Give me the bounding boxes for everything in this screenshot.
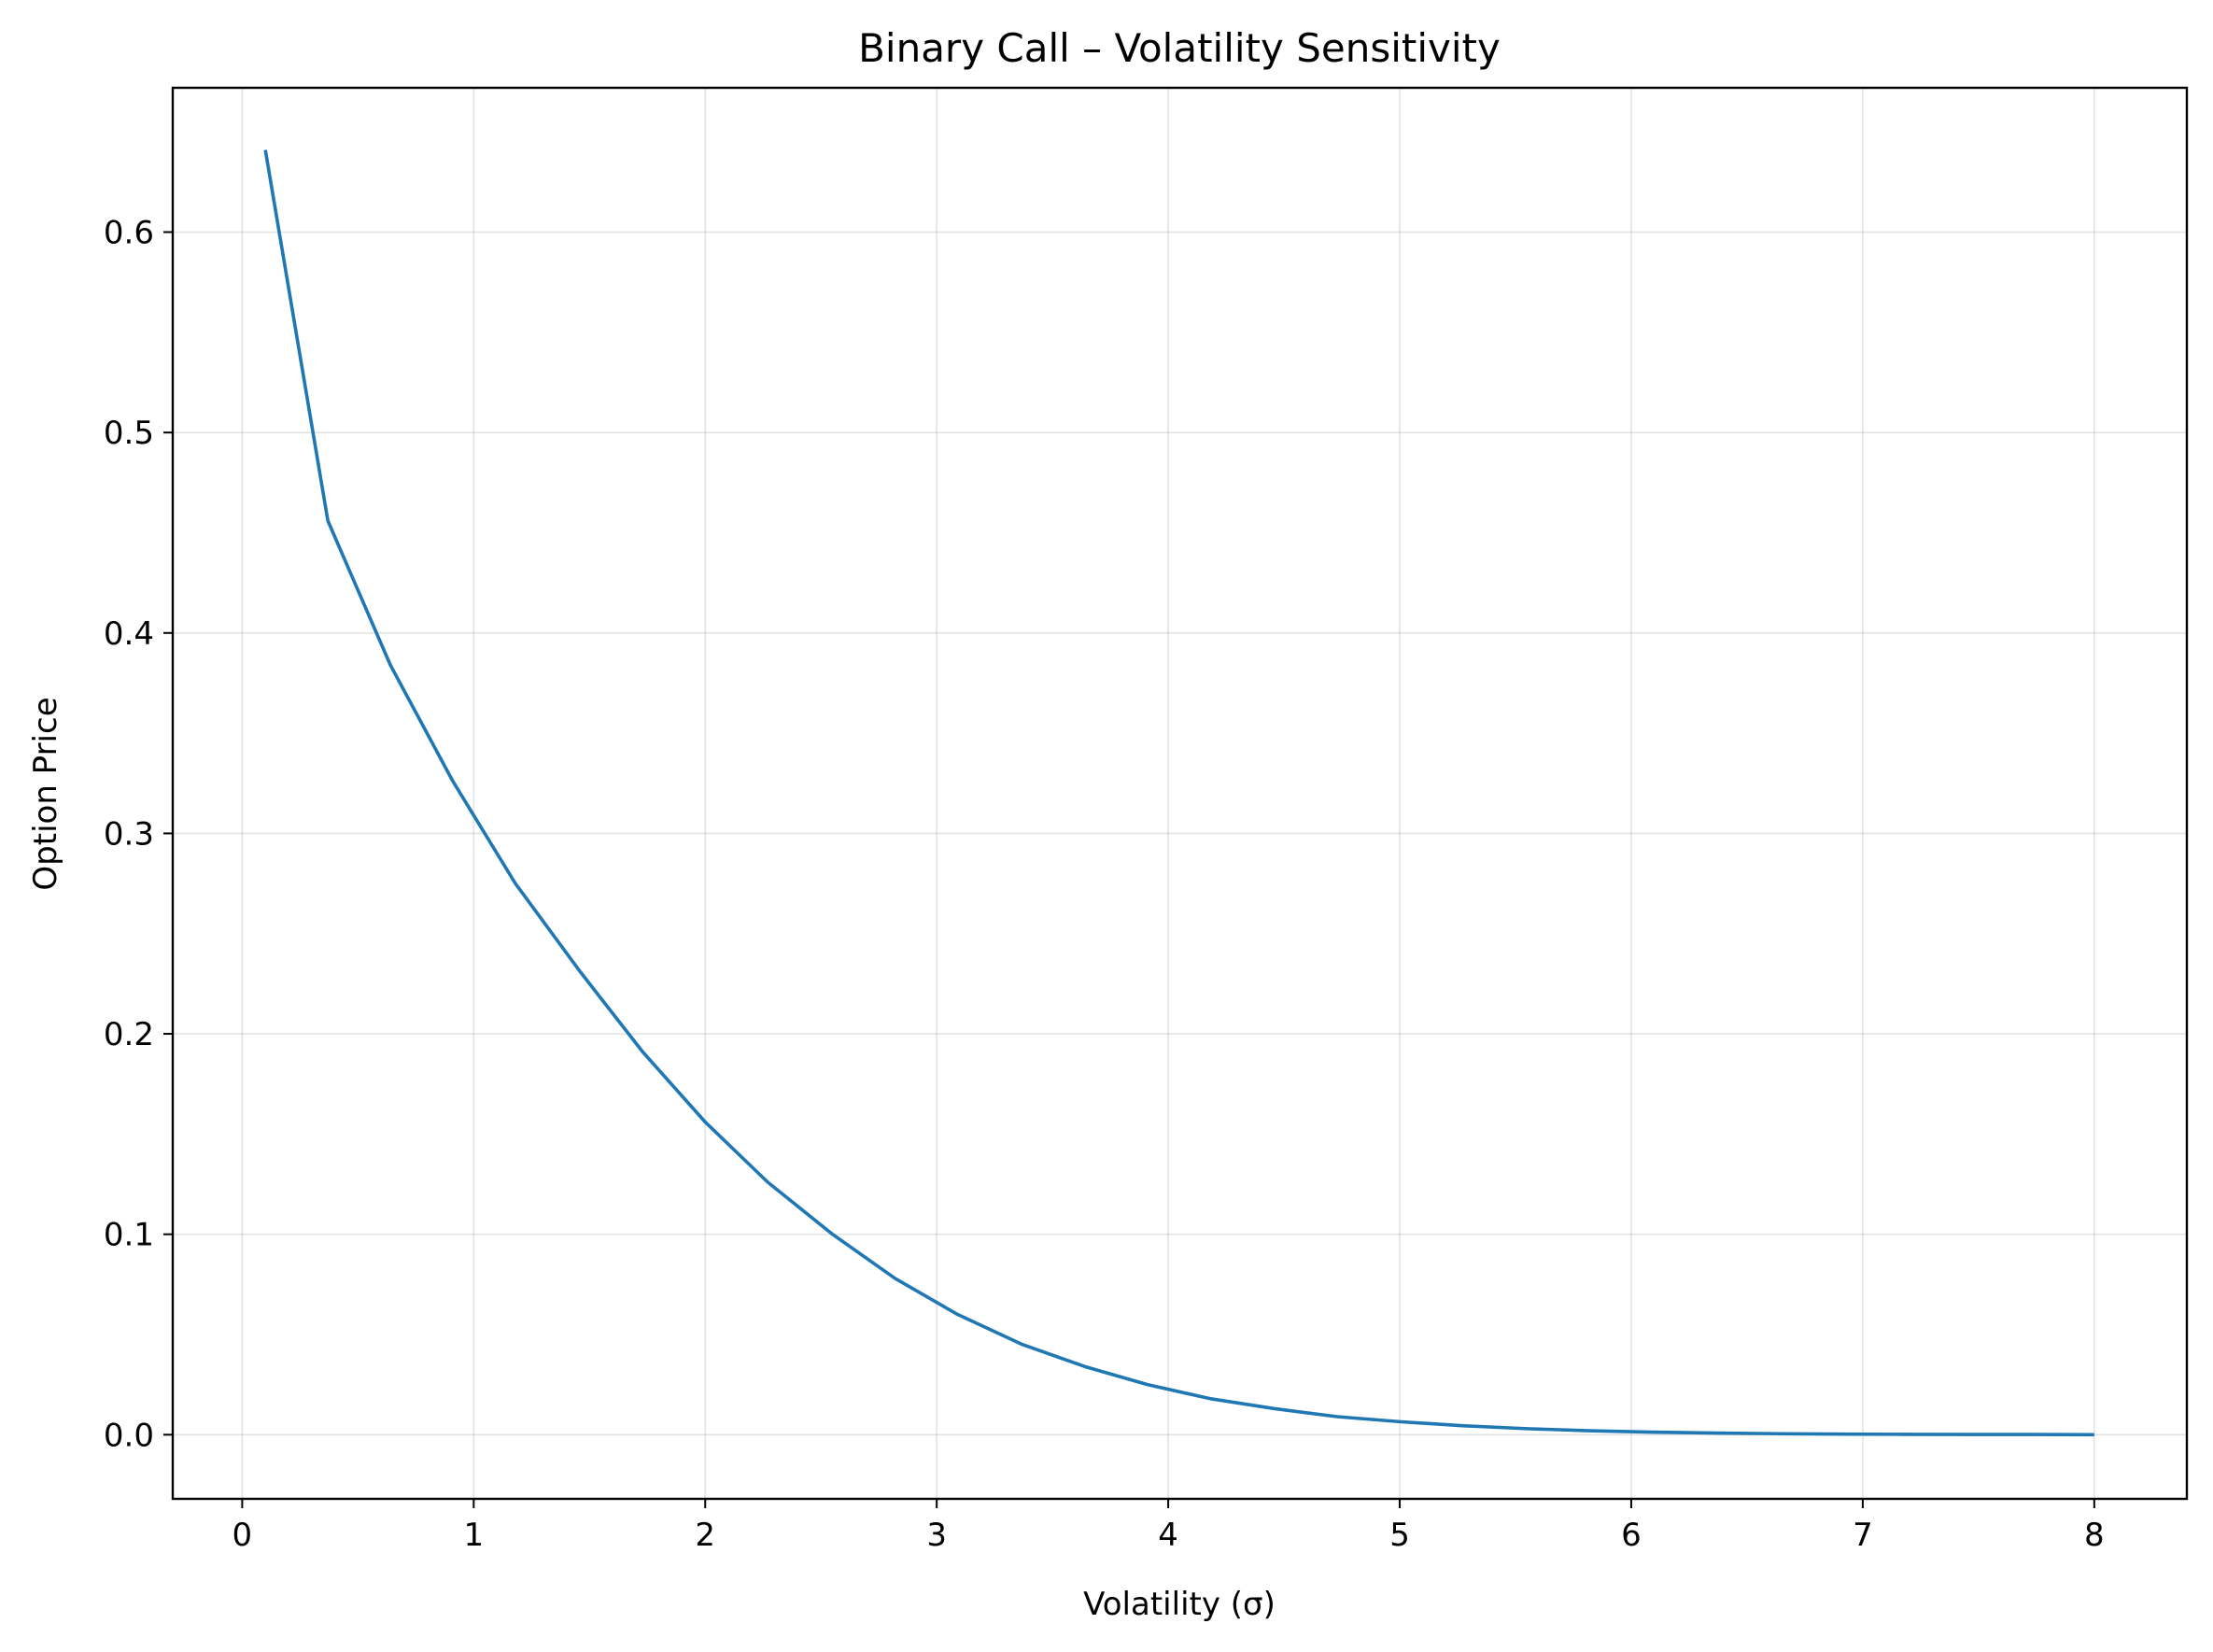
y-tick-label: 0.5 [104, 415, 154, 452]
y-tick-label: 0.0 [104, 1417, 154, 1454]
x-tick-label: 7 [1853, 1517, 1873, 1554]
x-tick-label: 3 [926, 1517, 947, 1554]
x-tick-label: 0 [233, 1517, 253, 1554]
y-axis-title: Option Price [27, 697, 64, 890]
y-tick-label: 0.6 [104, 215, 154, 252]
x-tick-label: 2 [695, 1517, 715, 1554]
series-line [263, 149, 2094, 1437]
y-tick-label: 0.1 [104, 1217, 154, 1254]
chart-title: Binary Call – Volatility Sensitivity [858, 25, 1501, 71]
y-tick-label: 0.3 [104, 815, 154, 853]
y-tick-label: 0.4 [104, 615, 154, 653]
grid-layer [173, 88, 2187, 1499]
x-tick-label: 5 [1389, 1517, 1410, 1554]
axes-frame [171, 86, 2189, 1501]
x-axis-title: Volatility (σ) [1083, 1586, 1276, 1623]
x-tick-label: 8 [2084, 1517, 2105, 1554]
x-tick-label: 1 [463, 1517, 484, 1554]
tick-layer: 0 1 2 3 4 5 6 7 8 0.0 0.1 0.2 0.3 0.4 0.5 0.6 [104, 215, 2105, 1554]
x-tick-label: 6 [1621, 1517, 1642, 1554]
series-layer [263, 149, 2094, 1437]
y-tick-label: 0.2 [104, 1016, 154, 1053]
x-tick-label: 4 [1158, 1517, 1178, 1554]
